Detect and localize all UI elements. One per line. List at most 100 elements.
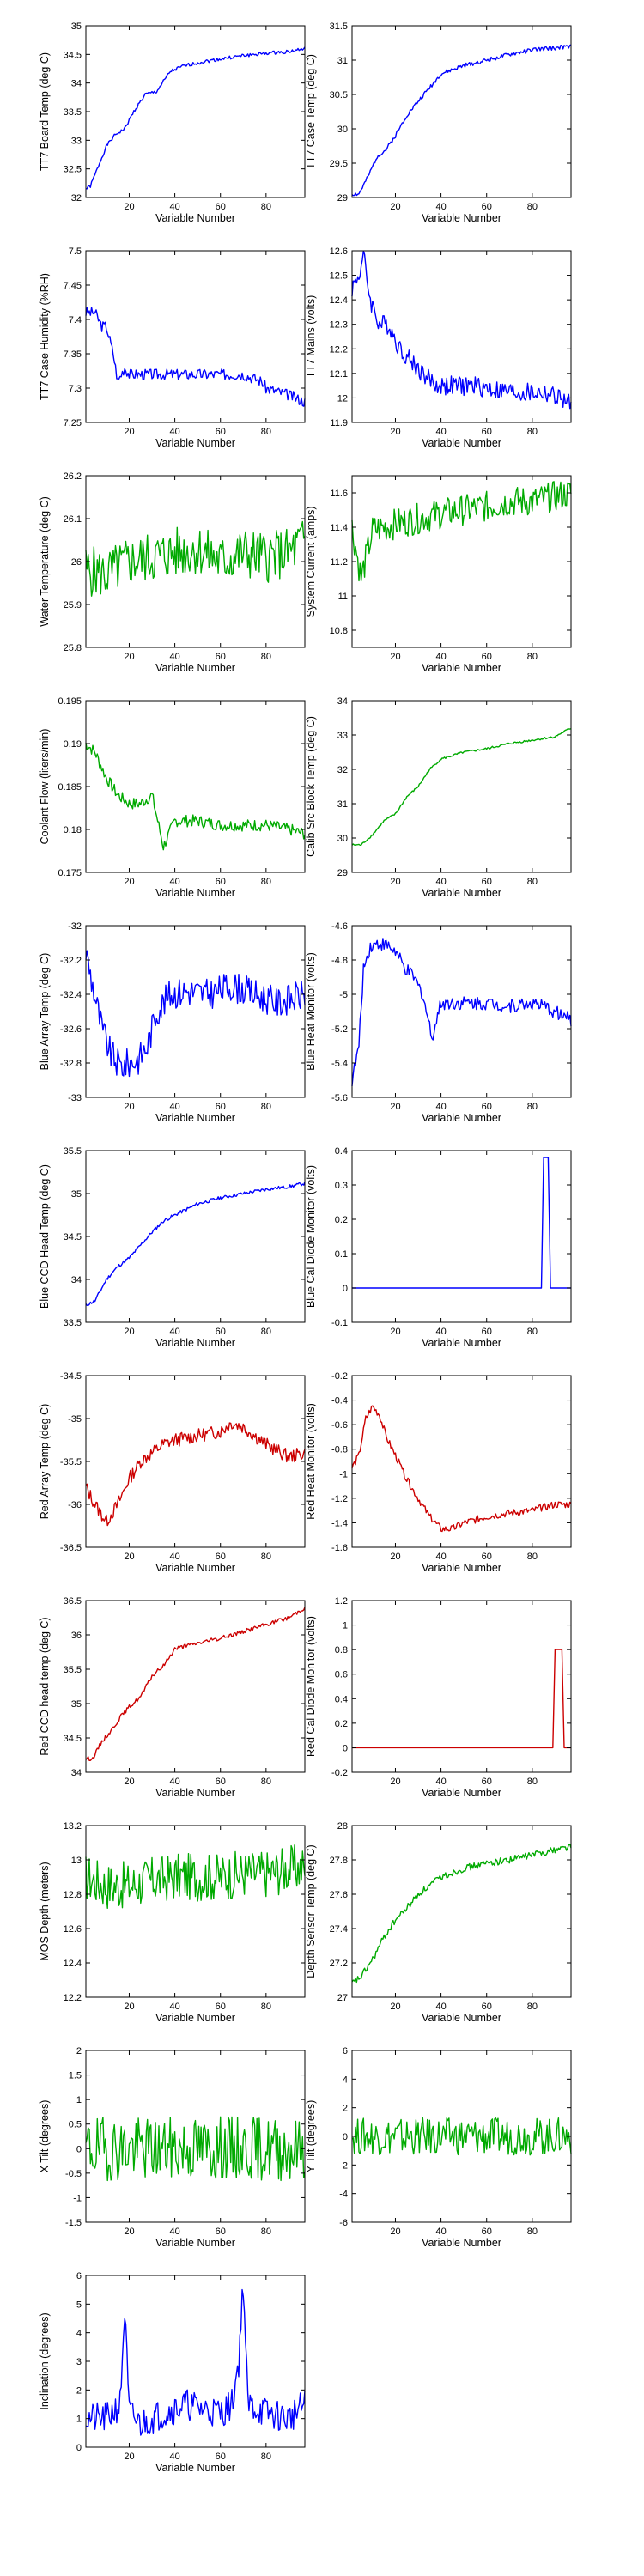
x-tick-label: 20: [390, 652, 400, 662]
x-tick-label: 80: [261, 1777, 271, 1787]
x-tick-label: 80: [527, 1777, 538, 1787]
y-tick-label: 12: [337, 393, 348, 404]
x-tick-label: 20: [124, 427, 134, 437]
y-tick-label: 11: [338, 592, 348, 602]
x-tick-label: 40: [169, 2002, 179, 2012]
y-axis-label: Blue Cal Diode Monitor (volts): [305, 1165, 317, 1308]
y-tick-label: -4: [339, 2190, 348, 2200]
x-tick-label: 80: [527, 877, 538, 887]
y-tick-label: 13: [71, 1856, 82, 1866]
axes-box: [85, 1150, 306, 1323]
y-tick-label: 0.18: [64, 825, 82, 835]
y-tick-label: 0.175: [58, 868, 82, 878]
x-tick-label: 60: [216, 877, 226, 887]
x-tick-label: 60: [216, 1552, 226, 1562]
y-tick-label: 31.5: [330, 21, 348, 32]
series-line-1: [351, 1405, 572, 1533]
y-tick-label: 26: [71, 557, 82, 568]
y-tick-label: -1: [339, 1469, 348, 1479]
x-tick-label: 40: [435, 427, 446, 437]
y-tick-label: 6: [343, 2046, 348, 2057]
y-axis-label: MOS Depth (meters): [39, 1862, 51, 1960]
series-line-1: [351, 2117, 572, 2156]
y-tick-label: 12.4: [330, 295, 348, 306]
y-tick-label: -32: [68, 921, 82, 932]
series-line-1: [85, 1181, 306, 1307]
y-tick-label: -0.1: [331, 1318, 348, 1328]
x-tick-label: 80: [527, 1552, 538, 1562]
y-tick-label: 11.2: [330, 557, 348, 568]
x-tick-label: 40: [435, 877, 446, 887]
x-axis-label: Variable Number: [155, 1337, 235, 1349]
y-tick-label: -1: [73, 2193, 82, 2203]
x-tick-label: 80: [527, 202, 538, 212]
chart-panel-12: -0.1 0 0.1 0.2 0.3 0.4 20 40 60 80 Variable Number…: [305, 1146, 572, 1349]
x-tick-label: 60: [216, 2227, 226, 2237]
x-axis-label: Variable Number: [422, 1787, 501, 1799]
y-tick-label: 32: [71, 193, 82, 204]
y-tick-label: 12.2: [64, 1993, 82, 2003]
axes-box: [351, 1825, 572, 1998]
x-axis-label: Variable Number: [155, 1787, 235, 1799]
y-tick-label: -36.5: [60, 1543, 82, 1553]
series-line-1: [85, 520, 306, 597]
y-tick-label: 28: [337, 1821, 348, 1832]
x-tick-label: 40: [435, 1552, 446, 1562]
y-tick-label: 11.9: [330, 418, 348, 428]
y-axis-label: Red Heat Monitor (volts): [305, 1403, 317, 1519]
y-tick-label: 0.3: [335, 1181, 348, 1191]
y-tick-label: 31: [337, 799, 348, 810]
y-axis-label: TT7 Case Humidity (%RH): [39, 273, 51, 400]
x-tick-label: 60: [216, 2451, 226, 2462]
y-axis-label: Red CCD head temp (deg C): [39, 1617, 51, 1755]
y-tick-label: 0.195: [58, 696, 82, 707]
x-axis-label: Variable Number: [155, 887, 235, 899]
y-tick-label: -0.4: [331, 1396, 348, 1406]
x-axis-label: Variable Number: [422, 1112, 501, 1124]
y-tick-label: 13.2: [64, 1821, 82, 1832]
x-tick-label: 20: [390, 1102, 400, 1112]
y-tick-label: 7.3: [69, 384, 82, 394]
x-tick-label: 40: [169, 427, 179, 437]
y-tick-label: -1.5: [65, 2218, 82, 2228]
y-tick-label: 34.5: [64, 50, 82, 60]
y-axis-label: TT7 Case Temp (deg C): [305, 54, 317, 169]
y-tick-label: 7.5: [69, 246, 82, 257]
x-tick-label: 40: [435, 2227, 446, 2237]
x-tick-label: 80: [261, 2227, 271, 2237]
y-tick-label: 0: [76, 2443, 82, 2453]
x-tick-label: 40: [169, 1102, 179, 1112]
y-axis-label: Blue CCD Head Temp (deg C): [39, 1164, 51, 1309]
y-tick-label: 0.185: [58, 782, 82, 793]
y-axis-label: Coolant Flow (liters/min): [39, 729, 51, 845]
axes-box: [351, 700, 572, 873]
x-axis-label: Variable Number: [422, 437, 501, 449]
y-tick-label: -32.2: [60, 956, 82, 966]
axes-box: [351, 1150, 572, 1323]
x-tick-label: 40: [169, 1327, 179, 1337]
series-line-1: [85, 307, 306, 407]
y-tick-label: -6: [339, 2218, 348, 2228]
x-tick-label: 20: [124, 2002, 134, 2012]
y-tick-label: -0.2: [331, 1371, 348, 1382]
y-tick-label: 7.4: [69, 315, 82, 325]
y-axis-label: Blue Heat Monitor (volts): [305, 952, 317, 1071]
x-tick-label: 60: [216, 427, 226, 437]
y-tick-label: 1.2: [335, 1596, 348, 1607]
y-tick-label: 29: [337, 868, 348, 878]
y-tick-label: 32: [337, 765, 348, 775]
series-line-1: [85, 1422, 306, 1527]
chart-panel-15: 34 34.5 35 35.5 36 36.5 20 40 60 80 Variable Numbe…: [39, 1596, 306, 1799]
x-tick-label: 20: [390, 1552, 400, 1562]
x-axis-label: Variable Number: [155, 2012, 235, 2024]
chart-panel-17: 12.2 12.4 12.6 12.8 13 13.2 20 40 60 80 Variable N…: [39, 1821, 306, 2024]
y-tick-label: 0: [343, 1284, 348, 1294]
y-tick-label: 12.1: [330, 369, 348, 380]
x-axis-label: Variable Number: [155, 212, 235, 224]
y-tick-label: -32.4: [60, 990, 82, 1000]
y-tick-label: 34.5: [64, 1232, 82, 1242]
x-tick-label: 40: [169, 2227, 179, 2237]
x-tick-label: 20: [390, 202, 400, 212]
y-axis-label: Red Cal Diode Monitor (volts): [305, 1616, 317, 1757]
